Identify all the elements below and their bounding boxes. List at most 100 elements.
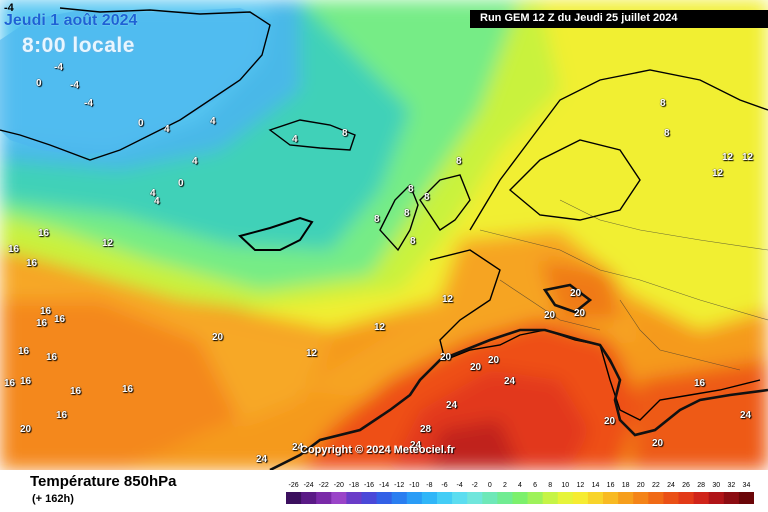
legend-swatch [467, 492, 483, 504]
isotherm-label: 12 [722, 152, 734, 163]
lead-time: (+ 162h) [32, 493, 74, 505]
isotherm-label: 4 [154, 196, 160, 207]
isotherm-label: 16 [4, 378, 16, 389]
legend-swatch [693, 492, 710, 504]
legend-tick-label: -14 [379, 482, 389, 489]
legend-tick-label: -2 [472, 482, 478, 489]
legend-tick-label: 30 [712, 482, 720, 489]
legend-swatch [391, 492, 408, 504]
legend-swatch [497, 492, 513, 504]
isotherm-label: 24 [410, 440, 422, 451]
legend-swatch [421, 492, 438, 504]
legend-tick-label: 32 [727, 482, 735, 489]
run-info: Run GEM 12 Z du Jeudi 25 juillet 2024 [480, 12, 678, 24]
legend-swatch [618, 492, 634, 504]
legend-swatch [708, 492, 725, 504]
isotherm-label: 16 [70, 386, 82, 397]
legend-tick-label: 34 [743, 482, 751, 489]
isotherm-label: 8 [456, 156, 462, 167]
copyright: Copyright © 2024 Meteociel.fr [300, 444, 455, 456]
isotherm-label: -4 [70, 80, 79, 91]
legend-tick-label: 20 [637, 482, 645, 489]
isotherm-label: 24 [446, 400, 458, 411]
legend-tick-label: -20 [334, 482, 344, 489]
legend-tick-label: 28 [697, 482, 705, 489]
legend-swatch [482, 492, 498, 504]
isotherm-label: 0 [138, 118, 144, 129]
isotherm-label: 20 [574, 308, 586, 319]
isotherm-label: 24 [740, 410, 752, 421]
legend-tick-label: -22 [319, 482, 329, 489]
corner-isotherm-label: -4 [4, 2, 14, 14]
isotherm-label: 8 [404, 208, 410, 219]
legend-swatch [452, 492, 468, 504]
legend-swatch [587, 492, 604, 504]
legend-tick-label: 2 [503, 482, 507, 489]
isotherm-label: 20 [570, 288, 582, 299]
coastlines [0, 7, 768, 421]
isotherm-label: 16 [122, 384, 134, 395]
legend-swatch [678, 492, 695, 504]
isotherm-label: 16 [20, 376, 32, 387]
legend-tick-label: 12 [576, 482, 584, 489]
isotherm-label: 16 [40, 306, 52, 317]
isotherm-label: 24 [292, 442, 304, 453]
isotherm-label: 16 [54, 314, 66, 325]
legend-swatch [376, 492, 393, 504]
legend-swatch [286, 492, 302, 504]
legend-swatch [406, 492, 423, 504]
legend-tick-label: -4 [456, 482, 462, 489]
isotherm-label: 8 [424, 192, 430, 203]
isotherm-label: 0 [178, 178, 184, 189]
temperature-map [0, 0, 768, 470]
isotherm-label: 20 [604, 416, 616, 427]
isotherm-label: 20 [20, 424, 32, 435]
isotherm-label: 20 [212, 332, 224, 343]
legend-tick-label: 18 [622, 482, 630, 489]
run-info-bar [470, 10, 768, 28]
isotherm-label: -4 [54, 62, 63, 73]
isotherm-label: 12 [102, 238, 114, 249]
isotherm-label: 16 [46, 352, 58, 363]
legend-tick-label: -18 [349, 482, 359, 489]
isotherm-label: 8 [660, 98, 666, 109]
isotherm-label: -4 [84, 98, 93, 109]
isotherm-label: 0 [36, 78, 42, 89]
borders [479, 199, 768, 371]
isotherm-label: 16 [18, 346, 30, 357]
isotherm-label: 28 [420, 424, 432, 435]
legend-swatch [512, 492, 529, 504]
legend-swatch [603, 492, 619, 504]
isotherm-label: 20 [488, 355, 500, 366]
local-time: 8:00 locale [22, 34, 135, 57]
isotherm-label: 12 [306, 348, 318, 359]
valid-date: Jeudi 1 août 2024 [4, 12, 138, 29]
relief-contour [269, 283, 768, 470]
isotherm-label: 24 [256, 454, 268, 465]
isotherm-label: 16 [26, 258, 38, 269]
isotherm-label: 16 [8, 244, 20, 255]
isotherm-label: 20 [544, 310, 556, 321]
legend-tick-label: -6 [441, 482, 447, 489]
legend-swatch [738, 492, 754, 504]
isotherm-label: 16 [56, 410, 68, 421]
isotherm-label: 12 [442, 294, 454, 305]
isotherm-label: 24 [504, 376, 516, 387]
isotherm-label: 12 [742, 152, 754, 163]
color-scale-legend: -26 -24 -22 -20 -18 -16 -14 -12 -10 -8 -6 -4 -2 0 2 4 6 8… [286, 482, 754, 504]
legend-tick-label: -12 [394, 482, 404, 489]
legend-swatch [542, 492, 559, 504]
legend-swatch [572, 492, 589, 504]
isotherm-label: 16 [694, 378, 706, 389]
isotherm-label: 8 [342, 128, 348, 139]
isotherm-label: 16 [38, 228, 50, 239]
isotherm-label: 8 [408, 184, 414, 195]
legend-swatch [316, 492, 332, 504]
isotherm-label: 4 [192, 156, 198, 167]
legend-tick-label: 0 [488, 482, 492, 489]
isotherm-label: 16 [36, 318, 48, 329]
legend-tick-label: -26 [288, 482, 298, 489]
isotherm-label: 8 [410, 236, 416, 247]
legend-swatch [723, 492, 740, 504]
